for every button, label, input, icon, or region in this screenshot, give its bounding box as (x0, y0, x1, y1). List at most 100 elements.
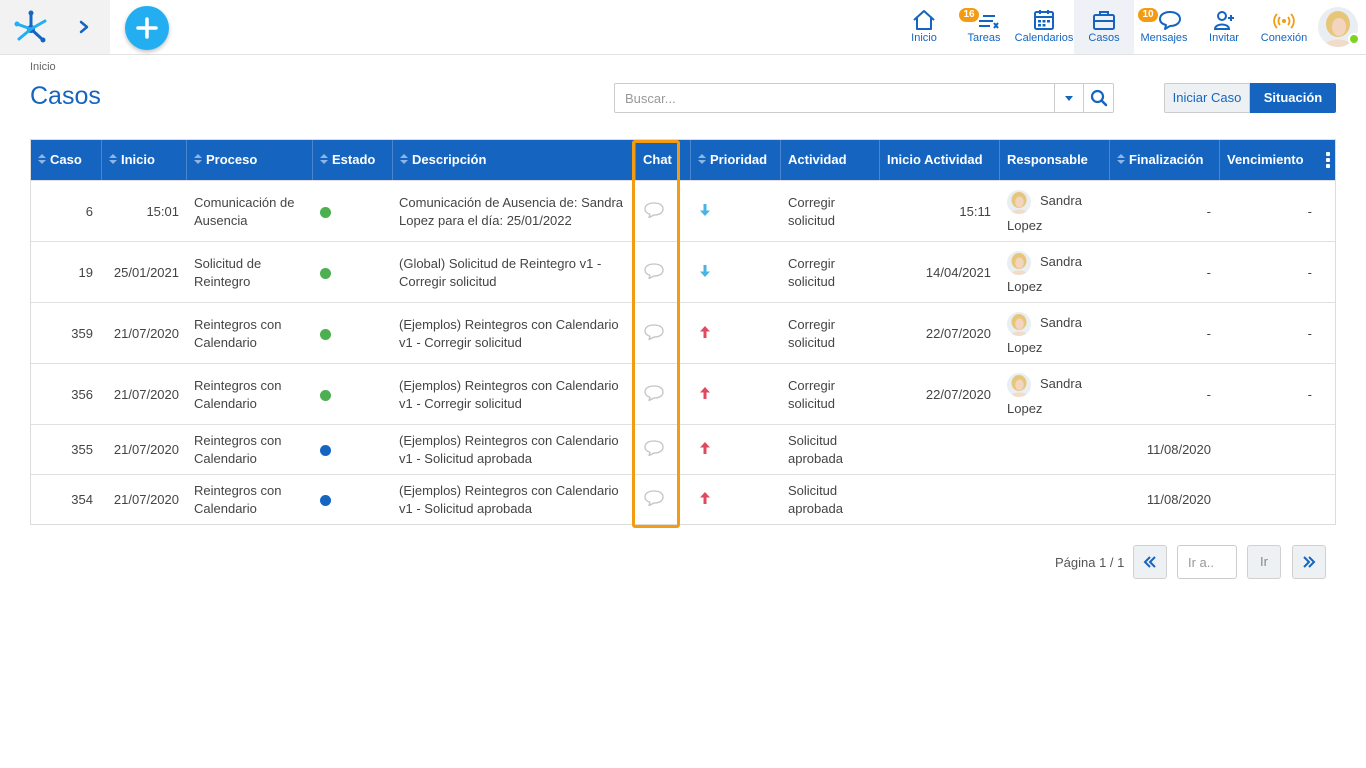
search-button[interactable] (1083, 83, 1114, 113)
signal-icon (1273, 13, 1295, 29)
cell-descripcion: (Global) Solicitud de Reintegro v1 - Cor… (399, 255, 602, 289)
column-header-actividad[interactable]: Actividad (780, 140, 879, 180)
top-bar: Inicio 16 Tareas Calendarios Casos 10 Me… (0, 0, 1366, 55)
chat-bubble-icon (1158, 11, 1181, 30)
cell-actividad: Solicitud aprobada (788, 483, 843, 516)
cell-actividad: Corregir solicitud (788, 194, 835, 228)
page-info: Página 1 / 1 (1055, 555, 1125, 570)
goto-page-input[interactable] (1177, 545, 1237, 579)
cell-inicio: 21/07/2020 (113, 492, 179, 507)
cell-descripcion: Comunicación de Ausencia de: Sandra Lope… (399, 194, 624, 228)
nav-tareas[interactable]: 16 Tareas (958, 0, 1010, 54)
goto-page-button[interactable]: Ir (1247, 545, 1281, 579)
column-header-vencimiento[interactable]: Vencimiento (1219, 140, 1319, 180)
nav-label: Tareas (967, 32, 1001, 44)
sort-icon (698, 154, 706, 165)
table-row[interactable]: 355 21/07/2020 Reintegros con Calendario (E… (31, 424, 1335, 474)
table-row[interactable]: 356 21/07/2020 Reintegros con Calendario (E… (31, 363, 1335, 424)
cell-finalizacion: - (1206, 203, 1211, 219)
chat-icon[interactable] (643, 323, 665, 341)
cell-actividad: Corregir solicitud (788, 255, 835, 289)
cell-caso: 359 (71, 325, 93, 341)
search-options-dropdown[interactable] (1054, 83, 1084, 113)
app-logo-icon (14, 10, 47, 43)
column-header-responsable[interactable]: Responsable (999, 140, 1109, 180)
responsable-avatar (1007, 372, 1031, 397)
add-button[interactable] (125, 6, 169, 50)
cell-responsable: Sandra Lopez (1007, 253, 1082, 294)
chat-icon[interactable] (643, 201, 665, 219)
cell-caso: 19 (78, 264, 93, 280)
column-header-estado[interactable]: Estado (312, 140, 392, 180)
cell-vencimiento: - (1307, 203, 1312, 219)
priority-high-arrow-icon (700, 325, 710, 338)
cell-proceso: Reintegros con Calendario (194, 483, 282, 516)
column-header-prioridad[interactable]: Prioridad (690, 140, 780, 180)
table-row[interactable]: 6 15:01 Comunicación de Ausencia Comunicaci… (31, 180, 1335, 241)
cell-caso: 354 (71, 492, 93, 507)
home-icon (913, 10, 935, 30)
cell-inicio: 21/07/2020 (113, 442, 179, 457)
first-page-button[interactable] (1133, 545, 1167, 579)
nav-label: Mensajes (1140, 32, 1188, 44)
chat-icon[interactable] (643, 384, 665, 402)
last-page-button[interactable] (1292, 545, 1326, 579)
plus-icon (136, 17, 158, 39)
nav-casos[interactable]: Casos (1074, 0, 1134, 54)
double-chevron-left-icon (1143, 556, 1156, 568)
nav-label: Inicio (911, 32, 937, 44)
cell-finalizacion: - (1206, 264, 1211, 280)
cell-descripcion: (Ejemplos) Reintegros con Calendario v1 … (399, 483, 619, 516)
cell-finalizacion: 11/08/2020 (1146, 442, 1211, 457)
nav-inicio[interactable]: Inicio (898, 0, 950, 54)
responsable-avatar (1007, 250, 1031, 275)
status-indicator (320, 445, 331, 456)
tareas-badge: 16 (959, 8, 979, 22)
chat-icon[interactable] (643, 262, 665, 280)
cell-inicio-actividad: 14/04/2021 (925, 264, 991, 280)
column-header-descripcion[interactable]: Descripción (392, 140, 635, 180)
column-header-caso[interactable]: Caso (31, 140, 101, 180)
cell-proceso: Reintegros con Calendario (194, 377, 282, 411)
column-header-inicio[interactable]: Inicio (101, 140, 186, 180)
iniciar-caso-button[interactable]: Iniciar Caso (1164, 83, 1250, 113)
cell-caso: 356 (71, 386, 93, 402)
cell-vencimiento: - (1307, 325, 1312, 341)
online-status-indicator (1348, 33, 1360, 45)
mensajes-badge: 10 (1138, 8, 1158, 22)
cell-inicio: 15:01 (146, 203, 179, 219)
page-title: Casos (30, 82, 101, 110)
column-options-menu-icon[interactable] (1321, 152, 1335, 168)
breadcrumb[interactable]: Inicio (30, 61, 56, 73)
table-row[interactable]: 359 21/07/2020 Reintegros con Calendario (E… (31, 302, 1335, 363)
cell-inicio: 21/07/2020 (113, 386, 179, 402)
sort-icon (1117, 154, 1125, 165)
sort-icon (400, 154, 408, 165)
cell-proceso: Reintegros con Calendario (194, 316, 282, 350)
calendar-icon (1034, 10, 1054, 30)
nav-mensajes[interactable]: 10 Mensajes (1136, 0, 1192, 54)
chat-icon[interactable] (643, 489, 665, 507)
situacion-button[interactable]: Situación (1250, 83, 1336, 113)
column-header-inicio-actividad[interactable]: Inicio Actividad (879, 140, 999, 180)
sort-icon (194, 154, 202, 165)
column-header-proceso[interactable]: Proceso (186, 140, 312, 180)
cell-caso: 6 (85, 203, 93, 219)
column-header-chat[interactable]: Chat (635, 140, 690, 180)
chat-icon[interactable] (643, 439, 665, 457)
cases-table: Caso Inicio Proceso Estado Descripción C… (30, 139, 1336, 525)
column-header-finalizacion[interactable]: Finalización (1109, 140, 1219, 180)
table-row[interactable]: 19 25/01/2021 Solicitud de Reintegro (Globa… (31, 241, 1335, 302)
priority-high-arrow-icon (700, 386, 710, 399)
cell-finalizacion: - (1206, 325, 1211, 341)
priority-high-arrow-icon (700, 492, 710, 504)
nav-conexion[interactable]: Conexión (1256, 0, 1312, 54)
nav-calendarios[interactable]: Calendarios (1014, 0, 1074, 54)
cell-responsable: Sandra Lopez (1007, 192, 1082, 233)
cell-inicio-actividad: 15:11 (959, 203, 991, 219)
table-row[interactable]: 354 21/07/2020 Reintegros con Calendario (E… (31, 474, 1335, 524)
table-header: Caso Inicio Proceso Estado Descripción C… (31, 140, 1335, 180)
search-input[interactable] (614, 83, 1055, 113)
nav-invitar[interactable]: Invitar (1198, 0, 1250, 54)
expand-menu-button[interactable] (72, 14, 96, 40)
